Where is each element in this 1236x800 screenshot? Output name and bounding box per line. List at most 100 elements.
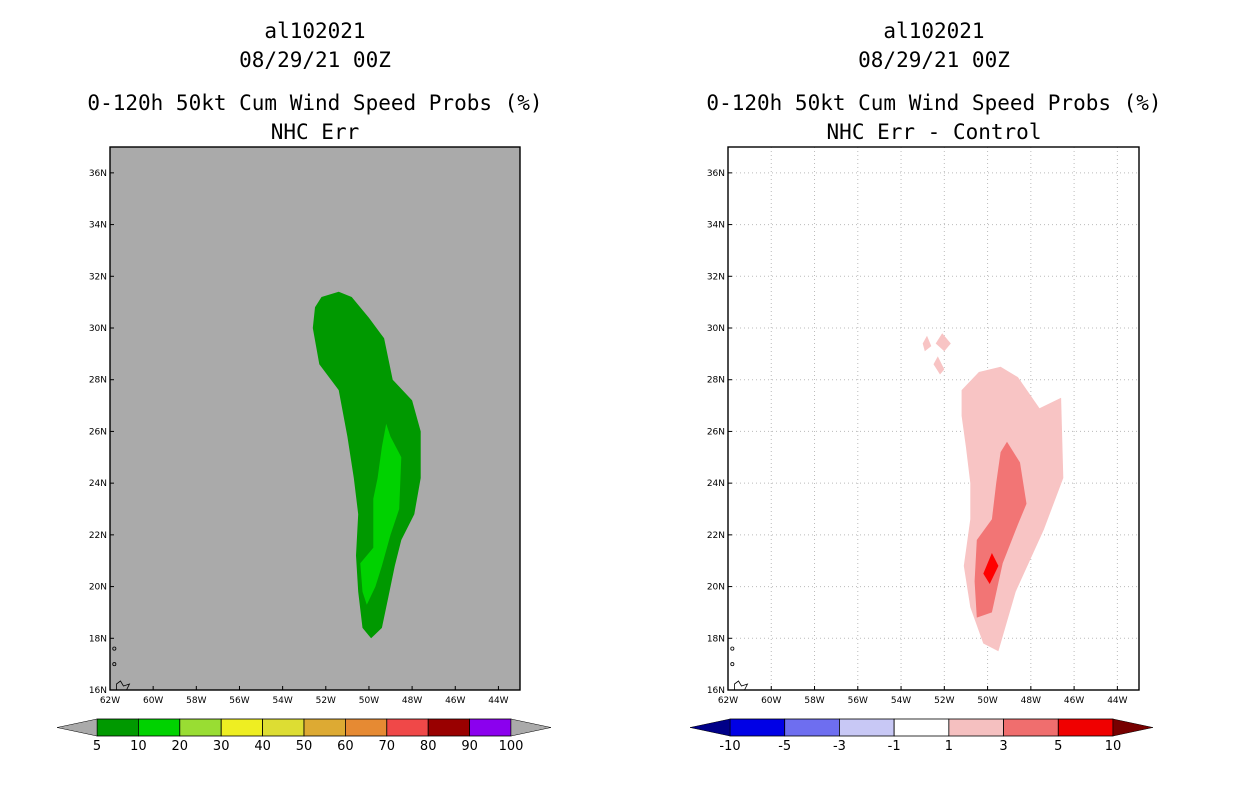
colorbar-label: 5 <box>93 739 101 754</box>
y-tick-label: 32N <box>89 272 107 282</box>
colorbar-label: 5 <box>1054 739 1062 754</box>
chart-subtitle: NHC Err <box>271 120 360 144</box>
y-tick-label: 30N <box>707 324 725 334</box>
y-tick-label: 30N <box>89 324 107 334</box>
colorbar-segment <box>303 718 346 737</box>
x-tick-label: 60W <box>761 696 781 706</box>
x-tick-label: 58W <box>186 696 206 706</box>
chart-subtitle: NHC Err - Control <box>827 120 1042 144</box>
colorbar-segment <box>220 718 263 737</box>
x-tick-label: 50W <box>359 696 379 706</box>
x-tick-label: 48W <box>402 696 422 706</box>
colorbar-label: 10 <box>1105 739 1122 754</box>
y-tick-label: 34N <box>707 221 725 231</box>
contour-region-2 <box>922 335 932 352</box>
colorbar-segment <box>179 718 222 737</box>
y-tick-label: 28N <box>707 376 725 386</box>
colorbar-end-arrow <box>1112 718 1154 737</box>
colorbar-start-arrow <box>689 718 731 737</box>
y-tick-label: 36N <box>707 169 725 179</box>
colorbar-segment <box>344 718 388 737</box>
colorbar-segment <box>469 718 512 737</box>
coastline <box>116 680 131 691</box>
x-tick-label: 46W <box>1064 696 1084 706</box>
colorbar-segment <box>262 718 305 737</box>
x-tick-label: 58W <box>804 696 824 706</box>
colorbar-label: 3 <box>999 739 1007 754</box>
colorbar-label: 50 <box>296 739 313 754</box>
island-outline <box>112 646 117 651</box>
island-outline <box>112 662 117 667</box>
colorbar-label: -1 <box>888 739 901 754</box>
contour-region-6 <box>983 553 999 584</box>
colorbar-segment <box>386 718 429 737</box>
colorbar-segment <box>1003 718 1059 737</box>
colorbar-label: 1 <box>945 739 953 754</box>
colorbar-segment <box>96 718 139 737</box>
colorbar-label: 70 <box>379 739 396 754</box>
colorbar-label: -5 <box>778 739 791 754</box>
colorbar-segment <box>427 718 471 737</box>
y-tick-label: 26N <box>89 427 107 437</box>
x-tick-label: 56W <box>229 696 249 706</box>
y-tick-label: 32N <box>707 272 725 282</box>
y-tick-label: 24N <box>707 479 725 489</box>
contour-region-2 <box>360 423 402 605</box>
x-tick-label: 54W <box>891 696 911 706</box>
y-tick-label: 28N <box>89 376 107 386</box>
plot-background <box>110 147 520 690</box>
y-tick-label: 20N <box>707 583 725 593</box>
colorbar-label: 20 <box>172 739 189 754</box>
colorbar-segment <box>1057 718 1114 737</box>
x-tick-label: 62W <box>100 696 120 706</box>
chart-title: 0-120h 50kt Cum Wind Speed Probs (%) <box>706 91 1161 115</box>
y-tick-label: 16N <box>89 686 107 696</box>
coastline <box>734 680 749 691</box>
contour-region-3 <box>935 333 951 352</box>
datetime-label: 08/29/21 00Z <box>858 48 1010 72</box>
colorbar-label: 40 <box>254 739 271 754</box>
contour-region-1 <box>312 291 421 639</box>
chart-title: 0-120h 50kt Cum Wind Speed Probs (%) <box>87 91 542 115</box>
x-tick-label: 60W <box>143 696 163 706</box>
colorbar-end-arrow <box>510 718 552 737</box>
y-tick-label: 26N <box>707 427 725 437</box>
x-tick-label: 46W <box>445 696 465 706</box>
colorbar-label: 90 <box>461 739 478 754</box>
colorbar-segment <box>729 718 786 737</box>
colorbar-label: 80 <box>420 739 437 754</box>
colorbar-label: -10 <box>719 739 740 754</box>
colorbar-segment <box>839 718 895 737</box>
datetime-label: 08/29/21 00Z <box>239 48 391 72</box>
y-tick-label: 20N <box>89 583 107 593</box>
x-tick-label: 54W <box>272 696 292 706</box>
colorbar-label: 10 <box>130 739 147 754</box>
colorbar-segment <box>893 718 950 737</box>
y-tick-label: 24N <box>89 479 107 489</box>
y-tick-label: 36N <box>89 169 107 179</box>
y-tick-label: 18N <box>89 634 107 644</box>
x-tick-label: 62W <box>718 696 738 706</box>
colorbar-segment <box>948 718 1004 737</box>
island-outline <box>730 646 735 651</box>
chart-panel-1: al102021 08/29/21 00Z 0-120h 50kt Cum Wind… <box>56 19 552 754</box>
y-tick-label: 18N <box>707 634 725 644</box>
y-tick-label: 22N <box>707 531 725 541</box>
island-outline <box>730 662 735 667</box>
x-tick-label: 56W <box>848 696 868 706</box>
colorbar: -10 -5 -3 -1 1 3 5 10 <box>689 718 1154 754</box>
x-tick-label: 44W <box>488 696 508 706</box>
x-tick-label: 48W <box>1021 696 1041 706</box>
colorbar-label: 30 <box>213 739 230 754</box>
storm-id-label: al102021 <box>264 19 365 43</box>
colorbar-label: -3 <box>833 739 846 754</box>
contour-region-4 <box>933 356 945 375</box>
colorbar-segment <box>137 718 181 737</box>
colorbar-start-arrow <box>56 718 98 737</box>
y-tick-label: 22N <box>89 531 107 541</box>
y-tick-label: 34N <box>89 221 107 231</box>
chart-panel-2: al102021 08/29/21 00Z 0-120h 50kt Cum Wind… <box>689 19 1162 754</box>
colorbar-segment <box>784 718 840 737</box>
x-tick-label: 52W <box>934 696 954 706</box>
